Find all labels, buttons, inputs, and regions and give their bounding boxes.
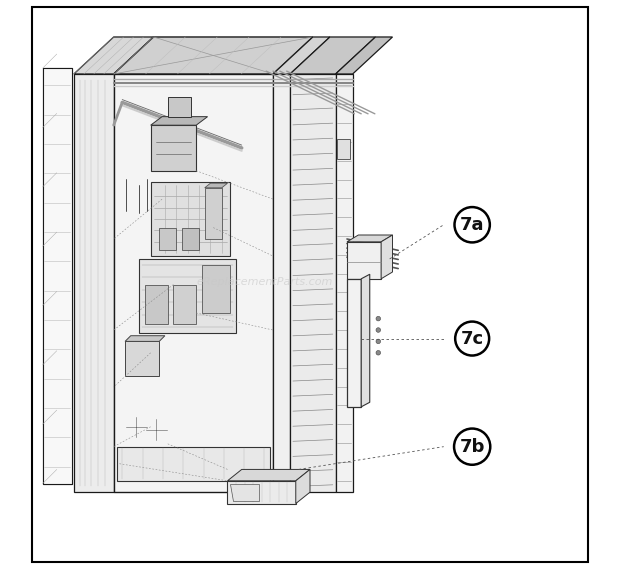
Circle shape: [372, 264, 379, 271]
Polygon shape: [117, 447, 270, 481]
Circle shape: [350, 380, 358, 388]
Polygon shape: [337, 139, 350, 159]
Ellipse shape: [139, 182, 157, 188]
Circle shape: [349, 253, 356, 259]
Polygon shape: [145, 284, 168, 324]
Polygon shape: [113, 37, 313, 74]
Circle shape: [350, 312, 358, 320]
Polygon shape: [205, 188, 222, 239]
Polygon shape: [347, 279, 361, 407]
Polygon shape: [125, 336, 165, 341]
Ellipse shape: [126, 208, 147, 213]
Polygon shape: [335, 74, 353, 492]
Polygon shape: [151, 117, 208, 125]
Polygon shape: [290, 37, 376, 74]
Circle shape: [339, 218, 347, 226]
Polygon shape: [174, 284, 196, 324]
Polygon shape: [296, 469, 310, 504]
Circle shape: [350, 346, 358, 354]
Polygon shape: [74, 37, 154, 74]
Circle shape: [141, 414, 172, 446]
Text: 7a: 7a: [460, 216, 484, 234]
Polygon shape: [335, 37, 392, 74]
Text: 7c: 7c: [461, 329, 484, 348]
Circle shape: [376, 316, 381, 321]
Polygon shape: [182, 228, 199, 250]
Ellipse shape: [126, 176, 147, 182]
Polygon shape: [43, 68, 72, 484]
Circle shape: [149, 423, 163, 436]
Polygon shape: [231, 484, 259, 501]
Polygon shape: [273, 37, 330, 74]
Polygon shape: [290, 74, 335, 492]
Circle shape: [349, 247, 356, 254]
Circle shape: [339, 207, 347, 215]
Polygon shape: [125, 341, 159, 376]
Polygon shape: [159, 228, 176, 250]
Polygon shape: [347, 235, 392, 242]
Polygon shape: [228, 469, 310, 481]
Text: 7b: 7b: [459, 438, 485, 456]
Polygon shape: [140, 259, 236, 333]
Polygon shape: [168, 97, 190, 117]
Polygon shape: [151, 125, 196, 171]
Circle shape: [130, 420, 143, 434]
Circle shape: [372, 253, 379, 259]
Ellipse shape: [139, 211, 157, 216]
Polygon shape: [74, 74, 113, 492]
Circle shape: [372, 247, 379, 254]
Polygon shape: [361, 274, 370, 407]
Polygon shape: [113, 74, 273, 492]
Polygon shape: [347, 242, 381, 279]
Polygon shape: [151, 182, 231, 256]
Circle shape: [376, 328, 381, 332]
Circle shape: [120, 411, 153, 443]
Circle shape: [120, 459, 130, 469]
Polygon shape: [273, 74, 290, 492]
Circle shape: [131, 459, 141, 469]
Polygon shape: [202, 265, 231, 313]
Polygon shape: [228, 481, 296, 504]
Polygon shape: [381, 235, 392, 279]
Circle shape: [349, 264, 356, 271]
Circle shape: [376, 339, 381, 344]
Polygon shape: [205, 183, 228, 188]
Text: eReplacementParts.com: eReplacementParts.com: [197, 277, 333, 287]
Circle shape: [376, 351, 381, 355]
